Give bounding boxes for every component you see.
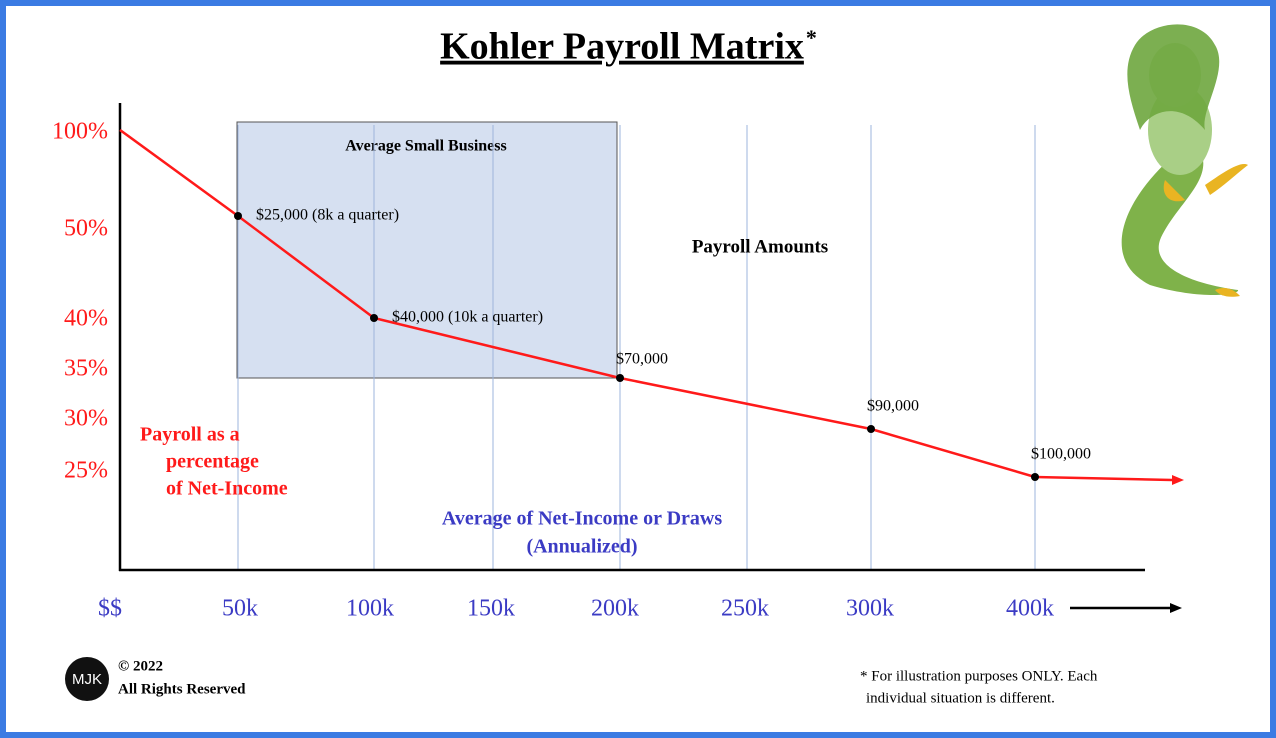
x-tick-label: 250k xyxy=(721,596,769,622)
copyright: © 2022 xyxy=(118,658,163,674)
mermaid-illustration xyxy=(1121,24,1248,297)
y-tick-label: 40% xyxy=(64,306,108,332)
x-arrow-head xyxy=(1170,603,1182,613)
y-label: of Net-Income xyxy=(166,478,288,500)
footnote: individual situation is different. xyxy=(866,690,1055,706)
highlight-box xyxy=(236,121,618,379)
x-tick-label: 400k xyxy=(1006,596,1054,622)
point-label: $100,000 xyxy=(1031,446,1091,463)
point-label: $25,000 (8k a quarter) xyxy=(256,207,399,224)
series-arrow xyxy=(1172,475,1184,485)
series-extension xyxy=(1034,475,1173,482)
footnote: * For illustration purposes ONLY. Each xyxy=(860,668,1098,684)
logo: MJK xyxy=(72,671,102,688)
chart-title: Kohler Payroll Matrix xyxy=(440,26,804,68)
point xyxy=(234,212,242,220)
annotation: Payroll Amounts xyxy=(692,236,828,257)
point-label: $40,000 (10k a quarter) xyxy=(392,309,543,326)
x-tick-label: 150k xyxy=(467,596,515,622)
point-label: $70,000 xyxy=(616,351,668,368)
point-label: $90,000 xyxy=(867,398,919,415)
x-tick-label: 50k xyxy=(222,596,258,622)
y-tick-label: 35% xyxy=(64,356,108,382)
y-label: Payroll as a xyxy=(140,424,240,446)
point xyxy=(370,314,378,322)
series-line xyxy=(119,128,1036,479)
point xyxy=(616,374,624,382)
x-label: Average of Net-Income or Draws xyxy=(442,508,722,530)
point xyxy=(867,425,875,433)
logo-circle xyxy=(65,657,109,701)
x-tick-label: 300k xyxy=(846,596,894,622)
y-tick-label: 25% xyxy=(64,458,108,484)
x-label: (Annualized) xyxy=(526,536,637,558)
x-tick-label: $$ xyxy=(98,596,122,622)
y-tick-label: 50% xyxy=(64,216,108,242)
chart: Average Small Business Kohler Payroll Ma… xyxy=(52,24,1248,706)
y-label: percentage xyxy=(166,451,259,473)
y-tick-label: 100% xyxy=(52,119,108,145)
highlight-label: Average Small Business xyxy=(345,138,506,155)
copyright: All Rights Reserved xyxy=(118,681,246,697)
x-tick-label: 200k xyxy=(591,596,639,622)
x-tick-label: 100k xyxy=(346,596,394,622)
title-mark: * xyxy=(806,25,817,50)
point xyxy=(1031,473,1039,481)
y-tick-label: 30% xyxy=(64,406,108,432)
frame: Average Small Business Kohler Payroll Ma… xyxy=(6,6,1270,732)
